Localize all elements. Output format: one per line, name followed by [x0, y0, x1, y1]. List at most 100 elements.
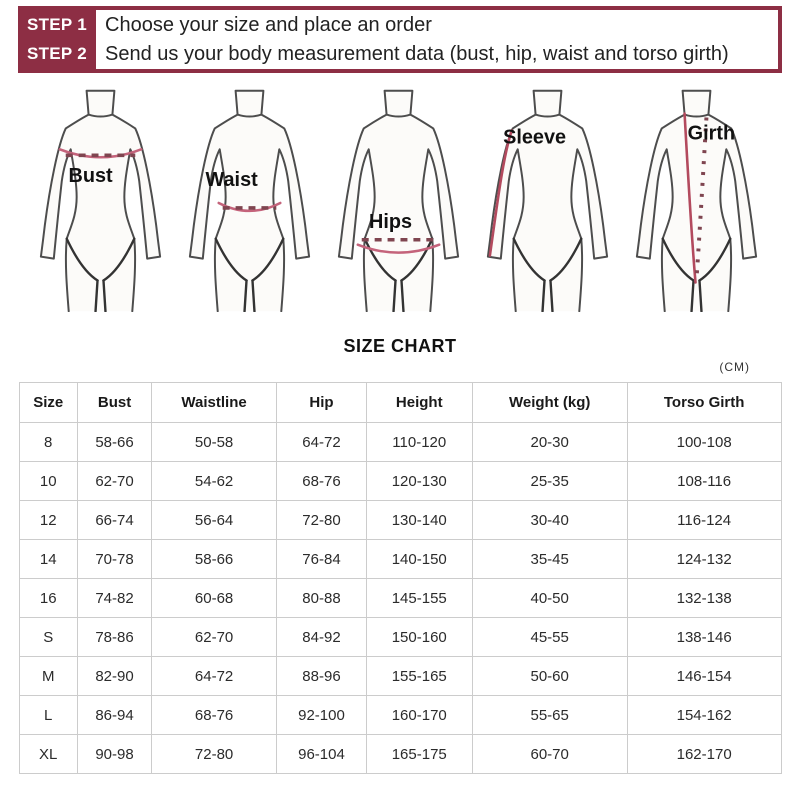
table-cell: 64-72 — [151, 656, 278, 696]
table-cell: 68-76 — [276, 461, 367, 501]
column-header: Height — [365, 382, 473, 423]
figure-bust: Bust — [39, 89, 162, 312]
step2-text: Send us your body measurement data (bust… — [105, 43, 729, 66]
figure-label-girth: Girth — [688, 122, 735, 144]
figure-waist: Waist — [188, 89, 311, 312]
table-cell: 50-58 — [151, 422, 278, 462]
table-row: 10 62-70 54-62 68-76 120-130 25-35 108-116 — [18, 461, 782, 501]
table-cell: 60-68 — [151, 578, 278, 618]
table-row: 12 66-74 56-64 72-80 130-140 30-40 116-124 — [18, 500, 782, 540]
table-cell: 96-104 — [276, 734, 367, 774]
table-cell: 72-80 — [151, 734, 278, 774]
table-cell: 130-140 — [365, 500, 473, 540]
table-row: M 82-90 64-72 88-96 155-165 50-60 146-154 — [18, 656, 782, 696]
table-cell: 56-64 — [151, 500, 278, 540]
figure-label-bust: Bust — [68, 165, 113, 187]
steps-banner: STEP 1 STEP 2 Choose your size and place… — [18, 6, 782, 73]
step1-text: Choose your size and place an order — [105, 13, 432, 36]
table-cell: 45-55 — [471, 617, 628, 657]
table-cell: 54-62 — [151, 461, 278, 501]
table-cell: 12 — [18, 500, 78, 540]
table-cell: 80-88 — [276, 578, 367, 618]
column-header: Bust — [76, 382, 153, 423]
table-cell: 58-66 — [76, 422, 153, 462]
table-cell: 78-86 — [76, 617, 153, 657]
step1-badge: STEP 1 — [26, 14, 88, 34]
sleeve-measure-line — [488, 129, 514, 257]
size-chart-table: Size Bust Waistline Hip Height Weight (kg) Tor… — [18, 382, 782, 774]
table-cell: 25-35 — [471, 461, 628, 501]
table-cell: 76-84 — [276, 539, 367, 579]
table-cell: 138-146 — [626, 617, 782, 657]
table-row: L 86-94 68-76 92-100 160-170 55-65 154-162 — [18, 695, 782, 735]
table-cell: 10 — [18, 461, 78, 501]
table-cell: 86-94 — [76, 695, 153, 735]
table-cell: 20-30 — [471, 422, 628, 462]
table-cell: 120-130 — [365, 461, 473, 501]
table-row: 14 70-78 58-66 76-84 140-150 35-45 124-132 — [18, 539, 782, 579]
table-cell: 62-70 — [76, 461, 153, 501]
table-cell: 64-72 — [276, 422, 367, 462]
table-cell: L — [18, 695, 78, 735]
girth-measure-line — [683, 112, 697, 284]
unit-label: (CM) — [719, 360, 750, 374]
table-cell: 58-66 — [151, 539, 278, 579]
step2-badge: STEP 2 — [26, 44, 88, 64]
table-cell: 84-92 — [276, 617, 367, 657]
table-body: 8 58-66 50-58 64-72 110-120 20-30 100-108 10 62-… — [18, 422, 782, 774]
figure-label-waist: Waist — [206, 169, 259, 191]
waist-measure-line — [217, 201, 282, 213]
table-cell: 100-108 — [626, 422, 782, 462]
table-cell: 16 — [18, 578, 78, 618]
table-header-row: Size Bust Waistline Hip Height Weight (kg) Tor… — [18, 382, 782, 423]
table-cell: 110-120 — [365, 422, 473, 462]
table-cell: 162-170 — [626, 734, 782, 774]
column-header: Weight (kg) — [471, 382, 628, 423]
table-cell: 108-116 — [626, 461, 782, 501]
table-cell: S — [18, 617, 78, 657]
table-cell: 116-124 — [626, 500, 782, 540]
table-row: XL 90-98 72-80 96-104 165-175 60-70 162-170 — [18, 734, 782, 774]
table-cell: 62-70 — [151, 617, 278, 657]
bust-measure-line — [58, 148, 143, 159]
figure-girth: Girth — [635, 89, 758, 312]
table-cell: 82-90 — [76, 656, 153, 696]
table-cell: 160-170 — [365, 695, 473, 735]
figure-hips: Hips — [337, 89, 460, 312]
size-chart-title: SIZE CHART — [343, 336, 457, 356]
figure-label-sleeve: Sleeve — [503, 126, 566, 148]
table-cell: 72-80 — [276, 500, 367, 540]
table-cell: 35-45 — [471, 539, 628, 579]
column-header: Size — [18, 382, 78, 423]
table-cell: 66-74 — [76, 500, 153, 540]
table-cell: 145-155 — [365, 578, 473, 618]
table-cell: M — [18, 656, 78, 696]
table-cell: 165-175 — [365, 734, 473, 774]
table-cell: 90-98 — [76, 734, 153, 774]
table-cell: 70-78 — [76, 539, 153, 579]
table-cell: 68-76 — [151, 695, 278, 735]
step-texts-panel: Choose your size and place an order Send… — [96, 10, 778, 69]
table-cell: 55-65 — [471, 695, 628, 735]
table-cell: 92-100 — [276, 695, 367, 735]
table-cell: 30-40 — [471, 500, 628, 540]
column-header: Hip — [276, 382, 367, 423]
table-cell: 132-138 — [626, 578, 782, 618]
table-cell: 88-96 — [276, 656, 367, 696]
figure-label-hips: Hips — [369, 211, 412, 233]
column-header: Waistline — [151, 382, 278, 423]
table-cell: 14 — [18, 539, 78, 579]
table-row: 16 74-82 60-68 80-88 145-155 40-50 132-138 — [18, 578, 782, 618]
step-badges-column: STEP 1 STEP 2 — [18, 10, 96, 69]
table-cell: XL — [18, 734, 78, 774]
table-cell: 50-60 — [471, 656, 628, 696]
figure-sleeve: Sleeve — [486, 89, 609, 312]
measurement-figures: Bust Waist Hips Sleeve Girth — [26, 87, 800, 312]
table-cell: 8 — [18, 422, 78, 462]
table-cell: 140-150 — [365, 539, 473, 579]
table-row: 8 58-66 50-58 64-72 110-120 20-30 100-108 — [18, 422, 782, 462]
table-cell: 74-82 — [76, 578, 153, 618]
table-cell: 150-160 — [365, 617, 473, 657]
table-row: S 78-86 62-70 84-92 150-160 45-55 138-146 — [18, 617, 782, 657]
table-cell: 40-50 — [471, 578, 628, 618]
